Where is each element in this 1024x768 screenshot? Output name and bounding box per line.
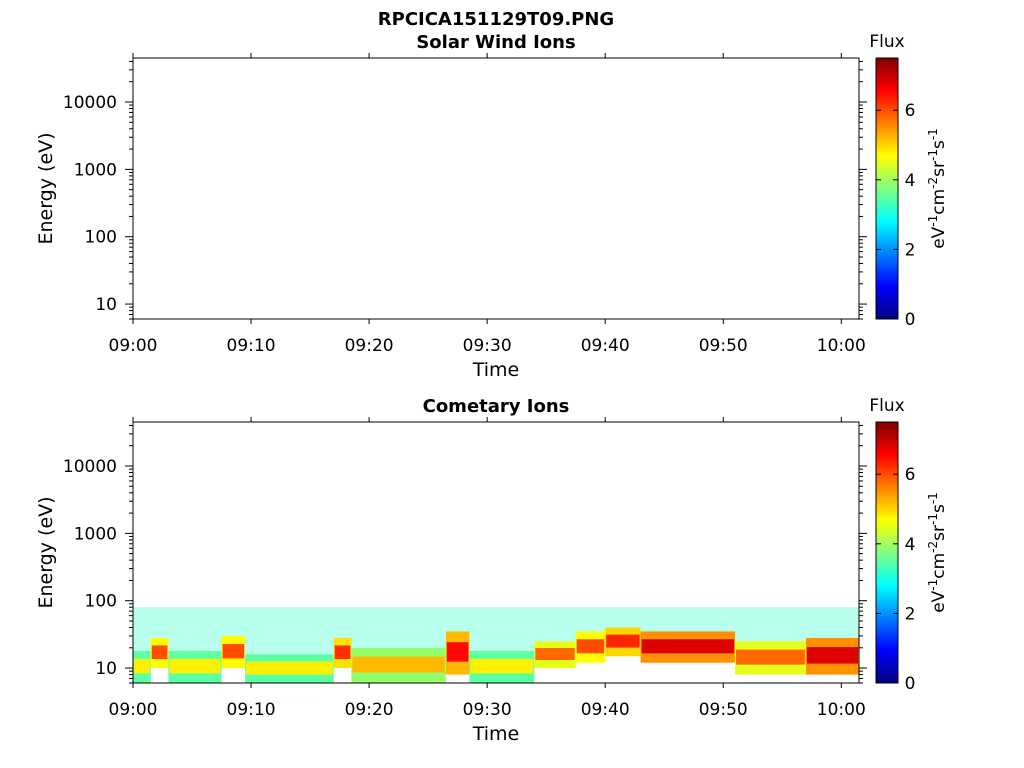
y-tick-label: 100: [85, 592, 117, 612]
plot-area: [133, 422, 859, 683]
colorbar-tick-label: 2: [905, 604, 916, 624]
flux-haze: [150, 607, 169, 638]
flux-band-core: [736, 649, 805, 665]
x-tick-label: 09:30: [463, 700, 512, 720]
y-tick-label: 10: [95, 659, 117, 679]
y-tick-label: 10000: [63, 457, 117, 477]
flux-haze: [445, 607, 470, 632]
colorbar-unit: eV-1cm-2sr-1s-1: [926, 492, 949, 613]
colorbar-tick-label: 6: [905, 101, 916, 121]
flux-band-core: [169, 658, 221, 674]
y-axis-label: Energy (eV): [35, 496, 57, 608]
x-tick-label: 09:20: [345, 700, 394, 720]
x-tick-label: 09:00: [109, 336, 158, 356]
colorbar-tick-label: 0: [905, 674, 916, 694]
flux-haze: [245, 607, 334, 655]
panel-title: Cometary Ions: [423, 396, 570, 417]
flux-band-core: [576, 639, 605, 654]
y-axis-label: Energy (eV): [35, 132, 57, 244]
flux-haze: [640, 607, 736, 632]
flux-band-core: [334, 645, 351, 660]
flux-band-core: [222, 643, 245, 659]
x-axis-label: Time: [472, 359, 520, 381]
flux-haze: [575, 607, 606, 632]
colorbar-title: Flux: [869, 32, 904, 52]
flux-haze: [221, 607, 246, 636]
flux-haze: [805, 607, 859, 638]
y-tick-label: 100: [85, 228, 117, 248]
flux-band-core: [151, 645, 168, 660]
colorbar-unit: eV-1cm-2sr-1s-1: [926, 128, 949, 249]
x-tick-label: 10:00: [817, 700, 866, 720]
colorbar-title: Flux: [869, 396, 904, 416]
x-tick-label: 10:00: [817, 336, 866, 356]
x-axis-label: Time: [472, 723, 520, 745]
axes-frame: [132, 421, 860, 684]
colorbar: [875, 421, 899, 684]
x-tick-label: 09:40: [581, 700, 630, 720]
y-tick-label: 1000: [74, 524, 117, 544]
flux-haze: [735, 607, 806, 642]
colorbar-tick-label: 2: [905, 240, 916, 260]
x-tick-label: 09:10: [227, 700, 276, 720]
flux-haze: [469, 607, 535, 651]
flux-band-core: [352, 656, 445, 673]
flux-haze: [534, 607, 576, 642]
colorbar: [875, 57, 899, 320]
flux-band-core: [134, 658, 150, 674]
y-tick-label: 10000: [63, 93, 117, 113]
colorbar-tick-label: 4: [905, 171, 916, 191]
x-tick-label: 09:10: [227, 336, 276, 356]
y-tick-label: 1000: [74, 160, 117, 180]
colorbar-tick-label: 0: [905, 310, 916, 330]
x-tick-label: 09:00: [109, 700, 158, 720]
flux-band-core: [606, 634, 640, 648]
flux-band-core: [641, 639, 735, 654]
flux-haze: [333, 607, 352, 638]
colorbar-tick-label: 4: [905, 535, 916, 555]
flux-haze: [351, 607, 446, 648]
flux-haze: [605, 607, 641, 628]
x-tick-label: 09:30: [463, 336, 512, 356]
flux-band-core: [446, 642, 469, 662]
x-tick-label: 09:50: [699, 336, 748, 356]
x-tick-label: 09:50: [699, 700, 748, 720]
figure-filename: RPCICA151129T09.PNG: [378, 9, 614, 30]
x-tick-label: 09:40: [581, 336, 630, 356]
colorbar-tick-label: 6: [905, 465, 916, 485]
plot-area: [133, 58, 859, 319]
y-tick-label: 10: [95, 295, 117, 315]
cometary-ions-panel: Cometary Ions 09:00 09:10 09:20 09:30 09:40 09…: [35, 396, 949, 745]
flux-haze: [168, 607, 222, 651]
flux-haze: [133, 607, 151, 651]
flux-band-core: [806, 647, 858, 664]
flux-band-core: [535, 647, 575, 661]
flux-band-core: [246, 661, 333, 675]
solar-wind-panel: Solar Wind Ions 09:00 09:10 09:20 09:30 09:40…: [35, 32, 949, 381]
flux-band-core: [470, 658, 534, 674]
axes-frame: [132, 57, 860, 320]
panel-title: Solar Wind Ions: [416, 32, 575, 53]
x-tick-label: 09:20: [345, 336, 394, 356]
